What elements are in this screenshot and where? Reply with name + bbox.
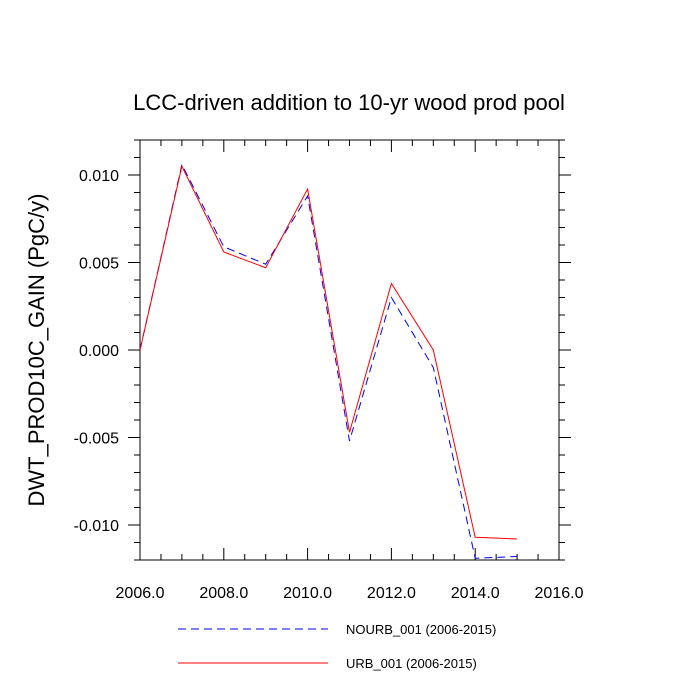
y-tick-label: 0.005 [79,256,119,273]
legend-label-2: URB_001 (2006-2015) [346,656,477,671]
x-tick-label: 2006.0 [116,585,165,602]
plot-frame [139,139,560,561]
legend-label-1: NOURB_001 (2006-2015) [346,622,496,637]
y-tick-label: -0.010 [74,518,119,535]
series-line-1 [139,163,518,559]
axis-tick-labels: 2006.0 2008.0 2010.0 2012.0 2014.0 2016.0 -0.0… [74,168,584,602]
axis-ticks [128,139,571,561]
series-line-2 [139,164,518,540]
y-tick-label: -0.005 [74,431,119,448]
x-tick-label: 2016.0 [535,585,584,602]
legend: NOURB_001 (2006-2015) URB_001 (2006-2015) [178,622,496,671]
series-layer [139,163,518,559]
x-tick-label: 2012.0 [367,585,416,602]
x-tick-label: 2010.0 [283,585,332,602]
chart-title: LCC-driven addition to 10-yr wood prod p… [133,90,565,115]
y-tick-label: 0.000 [79,343,119,360]
y-axis-label: DWT_PROD10C_GAIN (PgC/y) [24,194,49,507]
x-tick-label: 2008.0 [199,585,248,602]
x-tick-label: 2014.0 [451,585,500,602]
y-tick-label: 0.010 [79,168,119,185]
